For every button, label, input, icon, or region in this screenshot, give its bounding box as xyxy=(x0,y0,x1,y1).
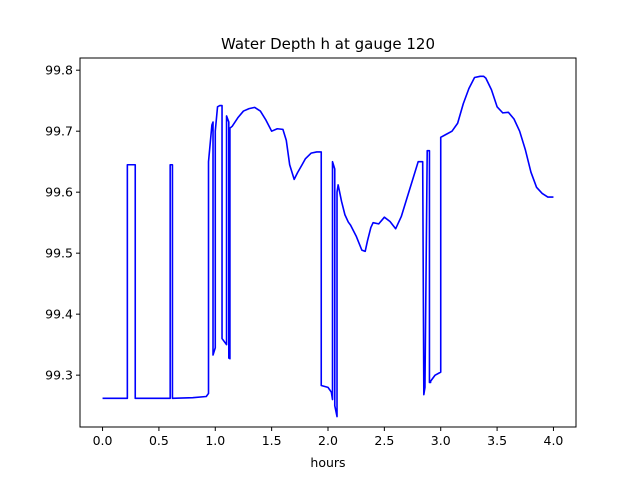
x-tick-label: 2.5 xyxy=(374,433,394,448)
y-tick-label: 99.7 xyxy=(45,124,73,139)
x-tick-label: 0.5 xyxy=(149,433,169,448)
series-line-0 xyxy=(102,75,554,418)
plot-area: 0.0 0.5 1.0 1.5 2.0 2.5 3.0 3.5 4.0 99.3 99.4 99.5 9… xyxy=(45,57,577,448)
x-tick-label: 4.0 xyxy=(544,433,564,448)
x-tick-label: 0.0 xyxy=(93,433,113,448)
y-tick-label: 99.8 xyxy=(45,63,73,78)
x-tick-label: 3.5 xyxy=(487,433,507,448)
x-tick-label: 3.0 xyxy=(431,433,451,448)
x-tick-label: 2.0 xyxy=(318,433,338,448)
y-tick-label: 99.5 xyxy=(45,246,73,261)
y-tick-label: 99.3 xyxy=(45,368,73,383)
x-tick-label: 1.0 xyxy=(205,433,225,448)
x-tick-label: 1.5 xyxy=(262,433,282,448)
chart-title: Water Depth h at gauge 120 xyxy=(221,35,435,53)
y-tick-label: 99.6 xyxy=(45,185,73,200)
x-axis-label: hours xyxy=(310,455,345,470)
y-tick-label: 99.4 xyxy=(45,307,73,322)
